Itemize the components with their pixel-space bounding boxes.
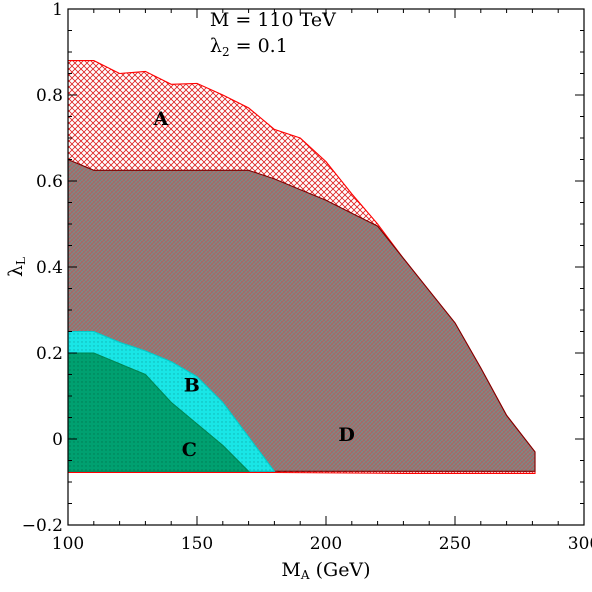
region-label-c: C <box>182 439 197 461</box>
y-axis-label: λL <box>5 257 28 277</box>
x-axis-label-main: M <box>281 559 300 581</box>
x-tick-label: 200 <box>310 534 342 554</box>
y-tick-label: 1 <box>52 0 63 20</box>
x-tick-label: 100 <box>52 534 84 554</box>
x-axis-label-sub: A <box>300 568 310 582</box>
x-axis-label: MA (GeV) <box>281 559 370 582</box>
y-tick-label: 0.4 <box>36 258 63 278</box>
x-tick-label: 250 <box>439 534 471 554</box>
annotation-lambda2-main: λ <box>210 35 222 57</box>
annotation-lambda2-rest: = 0.1 <box>230 35 288 57</box>
regions-layer <box>68 60 536 474</box>
region-label-d: D <box>338 424 354 446</box>
annotation-mass: M = 110 TeV <box>210 9 336 31</box>
annotation-lambda2-sub: 2 <box>222 45 230 59</box>
x-tick-label: 300 <box>568 534 592 554</box>
y-axis-label-sub: L <box>14 257 28 265</box>
y-axis-label-main: λ <box>5 265 27 277</box>
x-axis-label-unit: (GeV) <box>310 559 371 581</box>
region-label-a: A <box>153 108 169 130</box>
x-tick-label: 150 <box>181 534 213 554</box>
y-tick-label: 0.6 <box>36 172 63 192</box>
y-tick-label: 0.8 <box>36 86 63 106</box>
ticks-layer <box>67 8 585 526</box>
region-c <box>68 352 250 472</box>
y-tick-label: 0 <box>52 430 63 450</box>
tick-labels-layer: 100 150 200 250 300 −0.2 0 0.2 0.4 0.6 0.8 1 <box>22 0 592 554</box>
y-tick-label: 0.2 <box>36 344 63 364</box>
region-label-b: B <box>184 375 200 397</box>
annotation-lambda2: λ2 = 0.1 <box>210 35 288 59</box>
region-labels-layer: A D B C <box>153 108 355 461</box>
y-tick-label: −0.2 <box>22 516 63 536</box>
